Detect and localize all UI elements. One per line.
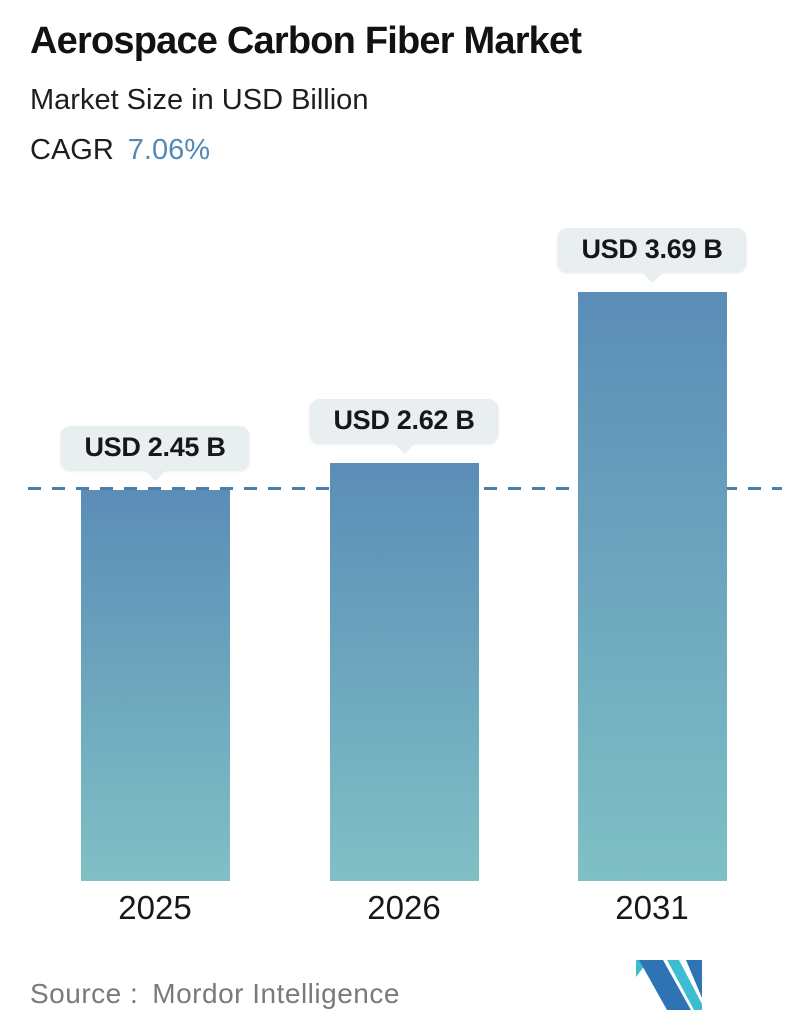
mordor-intelligence-logo-icon: [636, 960, 702, 1010]
x-axis-label-2025: 2025: [118, 889, 192, 926]
bar-2025: [81, 490, 230, 881]
x-axis-label-2031: 2031: [615, 889, 689, 926]
cagr-value: 7.06%: [127, 134, 211, 166]
cagr-label: CAGR: [30, 134, 114, 166]
source-line: Source : Mordor Intelligence: [30, 978, 400, 1010]
source-label: Source :: [30, 978, 139, 1009]
cagr-line: CAGR 7.06%: [30, 134, 210, 167]
bar-2031: [578, 292, 727, 881]
source-value: Mordor Intelligence: [152, 978, 400, 1009]
chart-subtitle: Market Size in USD Billion: [30, 84, 369, 116]
value-callout-2025: USD 2.45 B: [60, 426, 250, 471]
chart-title: Aerospace Carbon Fiber Market: [30, 20, 582, 62]
value-callout-2026: USD 2.62 B: [309, 399, 499, 444]
value-callout-2031: USD 3.69 B: [557, 228, 747, 273]
x-axis-label-2026: 2026: [367, 889, 441, 926]
bar-2026: [330, 463, 479, 881]
